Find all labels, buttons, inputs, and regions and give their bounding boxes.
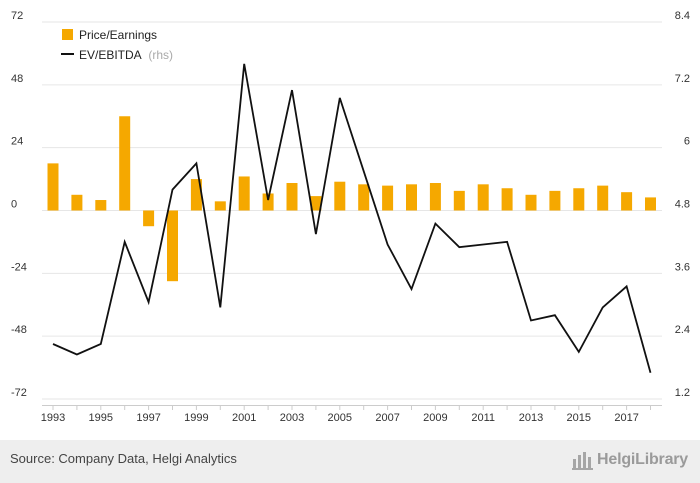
right-tick-label: 2.4 (675, 324, 690, 336)
bar-price-earnings (167, 210, 178, 282)
bar-price-earnings (453, 190, 465, 211)
x-tick-label: 2015 (567, 412, 591, 424)
bar-price-earnings (477, 184, 489, 211)
library-logo-icon (572, 452, 594, 470)
bar-price-earnings (549, 190, 561, 211)
legend: Price/Earnings EV/EBITDA (rhs) (61, 28, 173, 62)
gridlines (42, 21, 662, 400)
x-tick-label: 2003 (280, 412, 304, 424)
x-tick-label: 1993 (41, 412, 65, 424)
x-tick-label: 1997 (136, 412, 160, 424)
x-tick-label: 2013 (519, 412, 543, 424)
left-tick-label: 24 (11, 136, 23, 148)
bar-price-earnings (406, 184, 417, 211)
bar-price-earnings (310, 196, 322, 211)
x-tick-label: 2017 (614, 412, 638, 424)
left-tick-label: 72 (11, 10, 23, 22)
right-axis: 1.2 2.4 3.6 4.8 6 7.2 8.4 (675, 10, 690, 399)
bar-price-earnings (143, 210, 155, 227)
right-tick-label: 4.8 (675, 199, 690, 211)
brand-text: HelgiLibrary (597, 451, 688, 468)
footer: Source: Company Data, Helgi Analytics He… (0, 440, 700, 483)
bar-price-earnings (573, 188, 585, 211)
left-tick-label: -48 (11, 324, 27, 336)
bar-price-earnings (238, 176, 250, 211)
bar-price-earnings (47, 163, 59, 211)
source-text: Source: Company Data, Helgi Analytics (10, 451, 237, 466)
bar-price-earnings (190, 179, 202, 211)
bar-price-earnings (262, 193, 274, 211)
x-tick-label: 2007 (375, 412, 399, 424)
bar-price-earnings (119, 116, 131, 211)
price-earnings-bars (47, 116, 656, 282)
legend-label-price-earnings: Price/Earnings (79, 28, 157, 42)
x-tick-label: 1995 (89, 412, 113, 424)
legend-label-ev-ebitda: EV/EBITDA (rhs) (79, 48, 173, 62)
bar-price-earnings (525, 194, 537, 211)
bar-price-earnings (382, 185, 394, 211)
right-tick-label: 7.2 (675, 73, 690, 85)
chart: -72 -48 -24 0 24 48 72 1.2 2.4 3.6 4.8 6 7.2 8.4 199… (11, 10, 690, 424)
right-tick-label: 8.4 (675, 10, 690, 22)
left-tick-label: 48 (11, 73, 23, 85)
left-tick-label: -72 (11, 387, 27, 399)
line-ev-ebitda (52, 63, 652, 374)
bar-price-earnings (429, 183, 441, 211)
brand-logo: HelgiLibrary (571, 449, 688, 471)
bar-price-earnings (621, 192, 633, 211)
left-tick-label: -24 (11, 261, 27, 273)
right-tick-label: 1.2 (675, 387, 690, 399)
bar-price-earnings (501, 188, 513, 211)
bar-price-earnings (334, 181, 346, 211)
left-tick-label: 0 (11, 199, 17, 211)
legend-swatch-price-earnings (62, 29, 73, 40)
bar-price-earnings (71, 194, 83, 211)
right-tick-label: 3.6 (675, 261, 690, 273)
right-tick-label: 6 (684, 136, 690, 148)
legend-label-ev-ebitda-name: EV/EBITDA (79, 48, 142, 62)
legend-label-ev-ebitda-suffix: (rhs) (148, 48, 173, 62)
bar-price-earnings (597, 185, 609, 211)
bar-price-earnings (358, 184, 370, 211)
bar-price-earnings (645, 197, 656, 211)
x-tick-label: 2009 (423, 412, 447, 424)
x-axis: 1993 1995 1997 1999 2001 2003 2005 2007 2009 2011… (41, 405, 662, 424)
x-tick-label: 2005 (328, 412, 352, 424)
x-tick-label: 2001 (232, 412, 256, 424)
bar-price-earnings (286, 183, 298, 211)
bar-price-earnings (214, 201, 226, 211)
ev-ebitda-line (52, 63, 652, 374)
bar-price-earnings (95, 200, 107, 211)
left-axis: -72 -48 -24 0 24 48 72 (11, 10, 27, 399)
x-tick-label: 1999 (184, 412, 208, 424)
x-tick-label: 2011 (471, 412, 495, 424)
